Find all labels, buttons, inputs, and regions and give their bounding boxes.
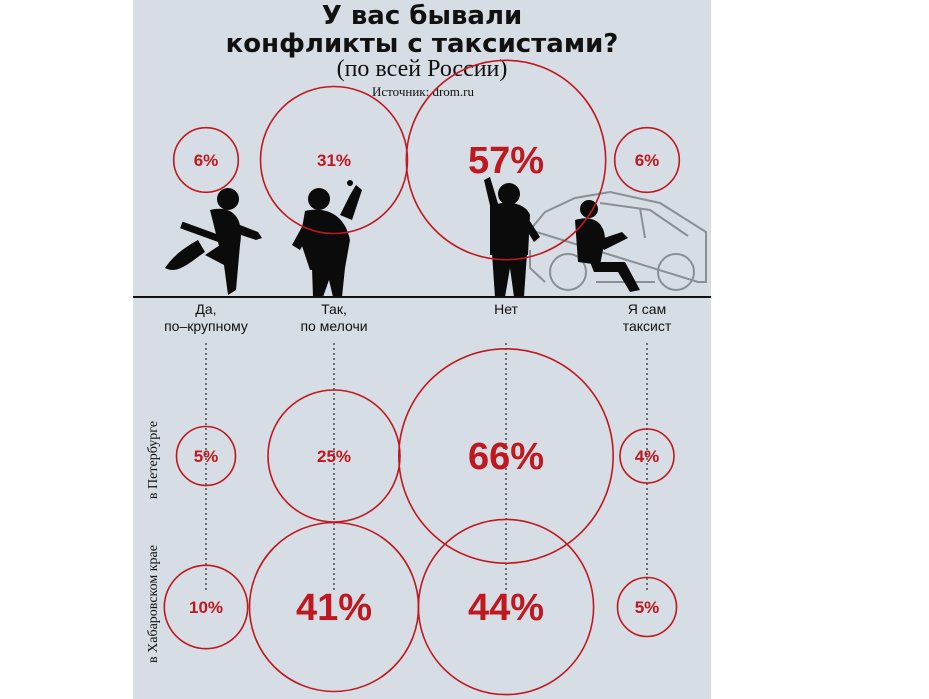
car-icon [528, 190, 707, 291]
category-label: Так, [321, 301, 347, 317]
bubble [397, 347, 614, 564]
taxi-driver-icon [575, 200, 640, 292]
bubble [417, 518, 595, 696]
source-note: Источник: drom.ru [372, 84, 474, 99]
bubble [163, 564, 249, 650]
standing-man-icon [484, 177, 540, 297]
bubble [405, 59, 607, 261]
bubble [613, 126, 681, 194]
category-label: таксист [623, 318, 672, 334]
value-label: 57% [468, 140, 544, 182]
bubble [616, 576, 678, 638]
value-label: 44% [468, 587, 544, 629]
arguing-man-icon [292, 180, 362, 297]
category-label: Нет [494, 301, 518, 317]
value-label: 41% [296, 587, 372, 629]
category-label: по–крупному [164, 318, 248, 334]
chart-title-line-1: У вас бывали [322, 1, 522, 31]
bubbles: 6% 31% 57% 6% 5% 25% 66% 4% 10% 41% 44% 5% [163, 59, 681, 696]
chart-subtitle: (по всей России) [337, 56, 508, 82]
chart-title-line-2: конфликты с таксистами? [226, 29, 619, 59]
connector-lines [205, 343, 648, 590]
value-label: 4% [635, 447, 660, 466]
illustration [165, 177, 707, 297]
value-label: 10% [189, 598, 223, 617]
category-label: по мелочи [300, 318, 367, 334]
value-label: 31% [317, 151, 351, 170]
region-labels: в Петербурге в Хабаровском крае [146, 421, 161, 663]
category-label: Да, [195, 301, 216, 317]
region-label: в Хабаровском крае [146, 545, 161, 663]
value-label: 5% [635, 598, 660, 617]
value-label: 5% [194, 447, 219, 466]
fighting-man-icon [165, 188, 262, 295]
value-label: 66% [468, 436, 544, 478]
category-labels: Да,по–крупному Так,по мелочи Нет Я самтакси… [164, 301, 672, 334]
category-label: Я сам [628, 301, 666, 317]
bubble [175, 425, 237, 487]
bubble [172, 126, 240, 194]
region-label: в Петербурге [146, 421, 161, 499]
value-label: 25% [317, 447, 351, 466]
value-label: 6% [194, 151, 219, 170]
bubble [259, 85, 409, 235]
bubble [619, 428, 675, 484]
value-label: 6% [635, 151, 660, 170]
